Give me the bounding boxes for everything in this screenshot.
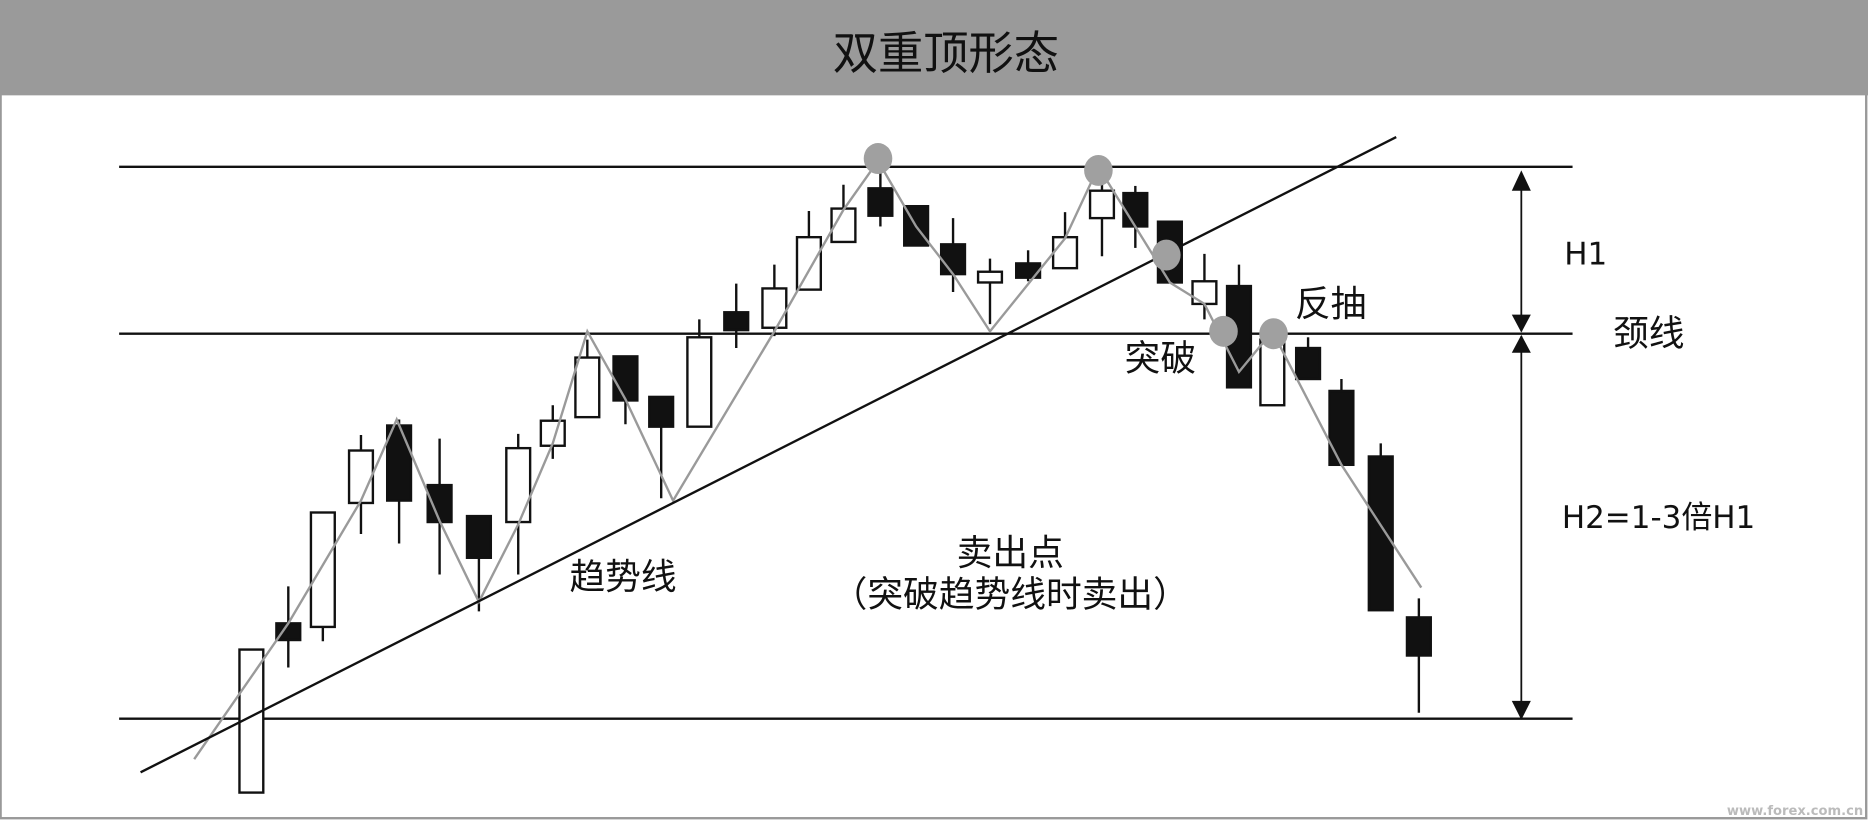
pullback-label: 反抽	[1295, 284, 1366, 325]
candle-body	[275, 622, 302, 642]
title-bar	[0, 0, 1868, 96]
candle-body	[723, 311, 750, 332]
candle-body	[976, 270, 1004, 284]
candle-body	[761, 287, 788, 329]
key-point-marker	[863, 143, 893, 175]
breakout-label: 突破	[1125, 339, 1196, 380]
candle-body	[1294, 346, 1322, 381]
bearish-candle	[867, 166, 894, 227]
candle-body	[1191, 280, 1218, 306]
sell-note-label: （突破趋势线时卖出）	[832, 575, 1189, 616]
h2-measure-arrow	[1511, 334, 1531, 720]
bearish-candle	[723, 283, 750, 349]
candle-body	[686, 336, 713, 428]
bearish-candle	[648, 395, 675, 499]
candle-body	[867, 187, 894, 217]
watermark: www.forex.com.cn	[1727, 804, 1863, 819]
neckline-label: 颈线	[1613, 314, 1684, 355]
bearish-candle	[465, 514, 493, 612]
bullish-candle	[830, 184, 857, 244]
trend-line	[140, 136, 1397, 774]
bearish-candle	[1328, 379, 1355, 467]
bullish-candle	[686, 319, 713, 428]
candle-body	[385, 424, 413, 502]
candle-body	[347, 449, 375, 505]
candle-body	[1328, 389, 1355, 467]
candle-body	[648, 395, 675, 428]
candle-body	[309, 511, 336, 629]
candle-body	[1122, 191, 1149, 228]
key-point-marker	[1209, 315, 1238, 347]
candle-body	[1367, 455, 1394, 612]
trendline-label: 趋势线	[569, 557, 676, 598]
bearish-candle	[1294, 337, 1322, 381]
candle-body	[612, 355, 639, 402]
candle-body	[505, 446, 532, 524]
h1-measure-arrow	[1511, 170, 1531, 333]
candle-body	[465, 514, 493, 559]
bullish-candle	[795, 210, 823, 291]
key-point-marker	[1152, 239, 1181, 271]
candle-body	[939, 243, 967, 276]
candle-body	[1051, 235, 1079, 270]
key-points	[863, 143, 1288, 350]
bullish-candle	[309, 511, 336, 642]
candle-body	[1405, 616, 1432, 657]
bullish-candle	[976, 258, 1004, 325]
h2-label: H2=1-3倍H1	[1562, 500, 1755, 536]
diagram-title: 双重顶形态	[833, 27, 1059, 80]
candle-body	[1088, 189, 1116, 220]
key-point-marker	[1084, 154, 1113, 186]
bullish-candle	[574, 339, 601, 419]
sell-point-label: 卖出点	[957, 533, 1064, 574]
h1-label: H1	[1564, 237, 1607, 273]
price-zigzag	[193, 158, 1423, 760]
bearish-candle	[426, 438, 453, 575]
candlesticks	[238, 166, 1432, 794]
bearish-candle	[1405, 598, 1432, 713]
candle-body	[795, 235, 823, 291]
candle-body	[574, 356, 601, 419]
key-point-marker	[1259, 318, 1288, 350]
